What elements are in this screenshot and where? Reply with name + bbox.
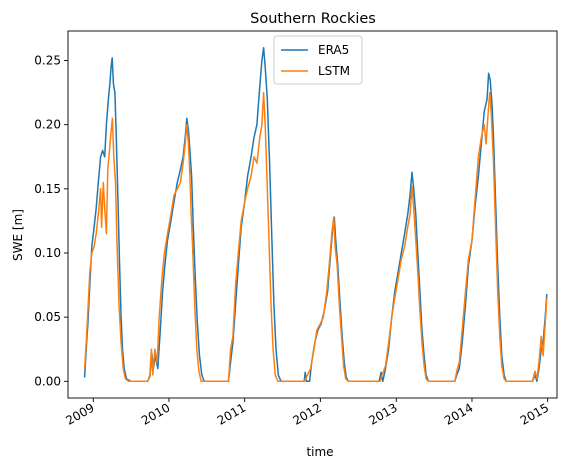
x-axis-label: time [306,445,333,459]
legend-box [273,35,363,85]
plot-lines [83,46,548,383]
y-tick-label: 0.05 [34,310,61,324]
y-tick-label: 0.00 [34,374,61,388]
y-tick-label: 0.10 [34,246,61,260]
series-line-lstm [83,91,548,383]
plot-frame [67,30,558,399]
y-axis-label: SWE [m] [11,209,25,261]
legend: ERA5 LSTM [273,35,363,85]
legend-label-lstm: LSTM [318,64,350,78]
legend-label-era5: ERA5 [318,43,349,57]
y-tick-label: 0.20 [34,118,61,132]
y-tick-label: 0.15 [34,182,61,196]
y-tick-label: 0.25 [34,54,61,68]
y-axis: 0.00 0.05 0.10 0.15 0.20 0.25 [34,54,68,388]
chart-title: Southern Rockies [250,11,376,27]
